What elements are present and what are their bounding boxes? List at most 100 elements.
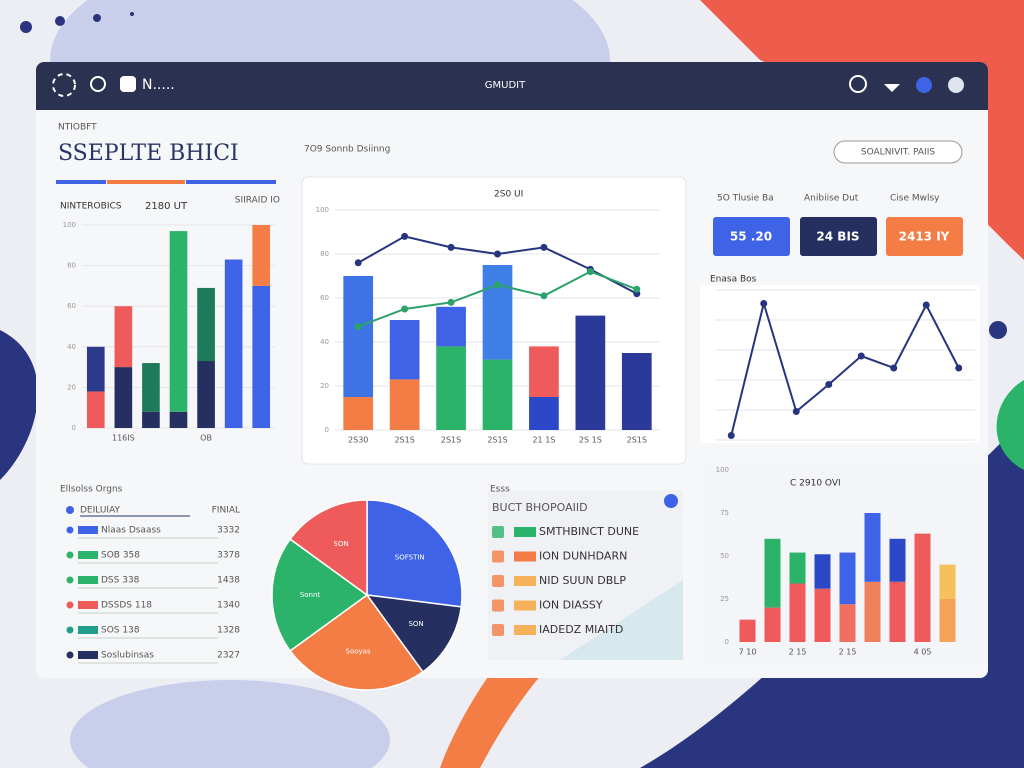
bar-segment <box>739 619 756 642</box>
pie-slice <box>289 499 368 597</box>
bar-segment <box>86 391 105 428</box>
page-subtitle: 7O9 Sonnb Dsiinng <box>304 145 390 155</box>
row-label: IADEDZ MIAITD <box>539 623 623 636</box>
pie-slice <box>289 593 424 691</box>
bar-segment <box>252 285 271 428</box>
y-tick-label: 100 <box>316 206 329 214</box>
line-point <box>540 292 548 300</box>
y-tick-label: 80 <box>67 262 76 270</box>
bar-segment <box>939 564 956 599</box>
bar-segment <box>114 306 133 368</box>
y-tick-label: 60 <box>320 294 329 302</box>
row-label: NID SUUN DBLP <box>539 574 626 587</box>
x-tick-label: 2S1S <box>627 436 647 445</box>
bar-segment <box>482 359 513 430</box>
x-tick-label: 2 15 <box>789 648 807 657</box>
kicker: NTIOBFT <box>58 123 97 133</box>
y-tick-label: 20 <box>320 382 329 390</box>
row-chip <box>78 526 98 534</box>
bar-segment <box>621 353 652 430</box>
slice-label: SON <box>408 620 423 628</box>
row-label: Nlaas Dsaass <box>101 526 161 536</box>
bar-segment <box>764 538 781 608</box>
bar-segment <box>389 320 420 380</box>
row-chip <box>514 600 536 611</box>
bar-segment <box>529 346 559 397</box>
row-label: Soslubinsas <box>101 651 154 661</box>
stat-value: 2413 IY <box>899 230 950 244</box>
line-point <box>760 300 768 307</box>
line-point <box>540 243 548 251</box>
app-icon[interactable] <box>120 76 136 92</box>
y-tick-label: 25 <box>720 595 729 603</box>
row-label: SOS 138 <box>101 626 140 636</box>
search-icon[interactable] <box>90 76 106 92</box>
page-title: SSEPLTE BHICI <box>58 141 239 166</box>
x-tick-label: 2S30 <box>348 436 368 445</box>
line-point <box>354 259 362 267</box>
row-dot <box>66 551 74 559</box>
bar-segment <box>142 363 160 412</box>
bar-segment <box>789 583 806 642</box>
row-value: 1438 <box>217 576 240 586</box>
line-point <box>401 232 409 240</box>
row-icon <box>492 624 504 636</box>
bar-segment <box>436 306 466 347</box>
x-tick-label: 116IS <box>112 434 135 443</box>
dropdown-icon[interactable] <box>884 84 900 92</box>
row-chip <box>514 576 536 586</box>
row-chip <box>514 527 536 537</box>
line-point <box>494 281 501 289</box>
logo: N..... <box>142 77 175 93</box>
bar-segment <box>114 367 133 428</box>
row-chip <box>514 625 536 635</box>
row-value: 1340 <box>217 601 240 611</box>
bar-segment <box>224 259 243 428</box>
action-button-label[interactable]: SOALNIVIT. PAIIS <box>861 148 935 158</box>
bar-segment <box>529 397 559 430</box>
row-chip <box>78 626 98 634</box>
bar-segment <box>343 397 374 430</box>
list-dot <box>66 506 74 514</box>
chart-title: C 2910 OVI <box>790 479 841 489</box>
row-label: DSS 338 <box>101 576 140 586</box>
bar-segment <box>864 513 881 582</box>
bar-segment <box>889 581 906 642</box>
bar-segment <box>169 411 188 428</box>
stripe <box>56 180 276 184</box>
y-tick-label: 60 <box>67 302 76 310</box>
y-tick-label: 100 <box>63 221 76 229</box>
row-label: SOB 358 <box>101 551 140 561</box>
list-head: DEILUIAY <box>80 506 121 516</box>
y-tick-label: 40 <box>320 338 329 346</box>
row-icon <box>492 526 504 538</box>
x-tick-label: 2S1S <box>487 436 507 445</box>
chart-title: Enasa Bos <box>710 275 757 285</box>
pie-slice <box>366 499 463 608</box>
line-point <box>354 323 362 331</box>
pie-slice <box>365 594 463 673</box>
row-value: 3332 <box>217 526 240 536</box>
slice-label: SON <box>334 540 349 548</box>
y-tick-label: 100 <box>716 466 729 474</box>
settings-icon[interactable] <box>948 77 964 93</box>
x-tick-label: 2S1S <box>441 436 461 445</box>
row-label: SMTHBINCT DUNE <box>539 525 639 538</box>
bar-segment <box>482 265 513 360</box>
action-button[interactable] <box>833 140 963 164</box>
menu-icon[interactable] <box>52 73 76 97</box>
y-tick-label: 40 <box>67 343 76 351</box>
bar-segment <box>389 379 420 430</box>
bar-segment <box>764 607 781 642</box>
y-tick-label: 0 <box>725 638 729 646</box>
row-chip <box>78 651 98 659</box>
chart-title: 2S0 UI <box>494 190 523 200</box>
list-badge <box>664 494 678 508</box>
bell-icon[interactable] <box>849 75 867 93</box>
y-tick-label: 0 <box>72 424 76 432</box>
avatar[interactable] <box>916 77 932 93</box>
bar-segment <box>197 287 215 362</box>
x-tick-label: 4 05 <box>914 648 932 657</box>
line-point <box>857 352 865 360</box>
